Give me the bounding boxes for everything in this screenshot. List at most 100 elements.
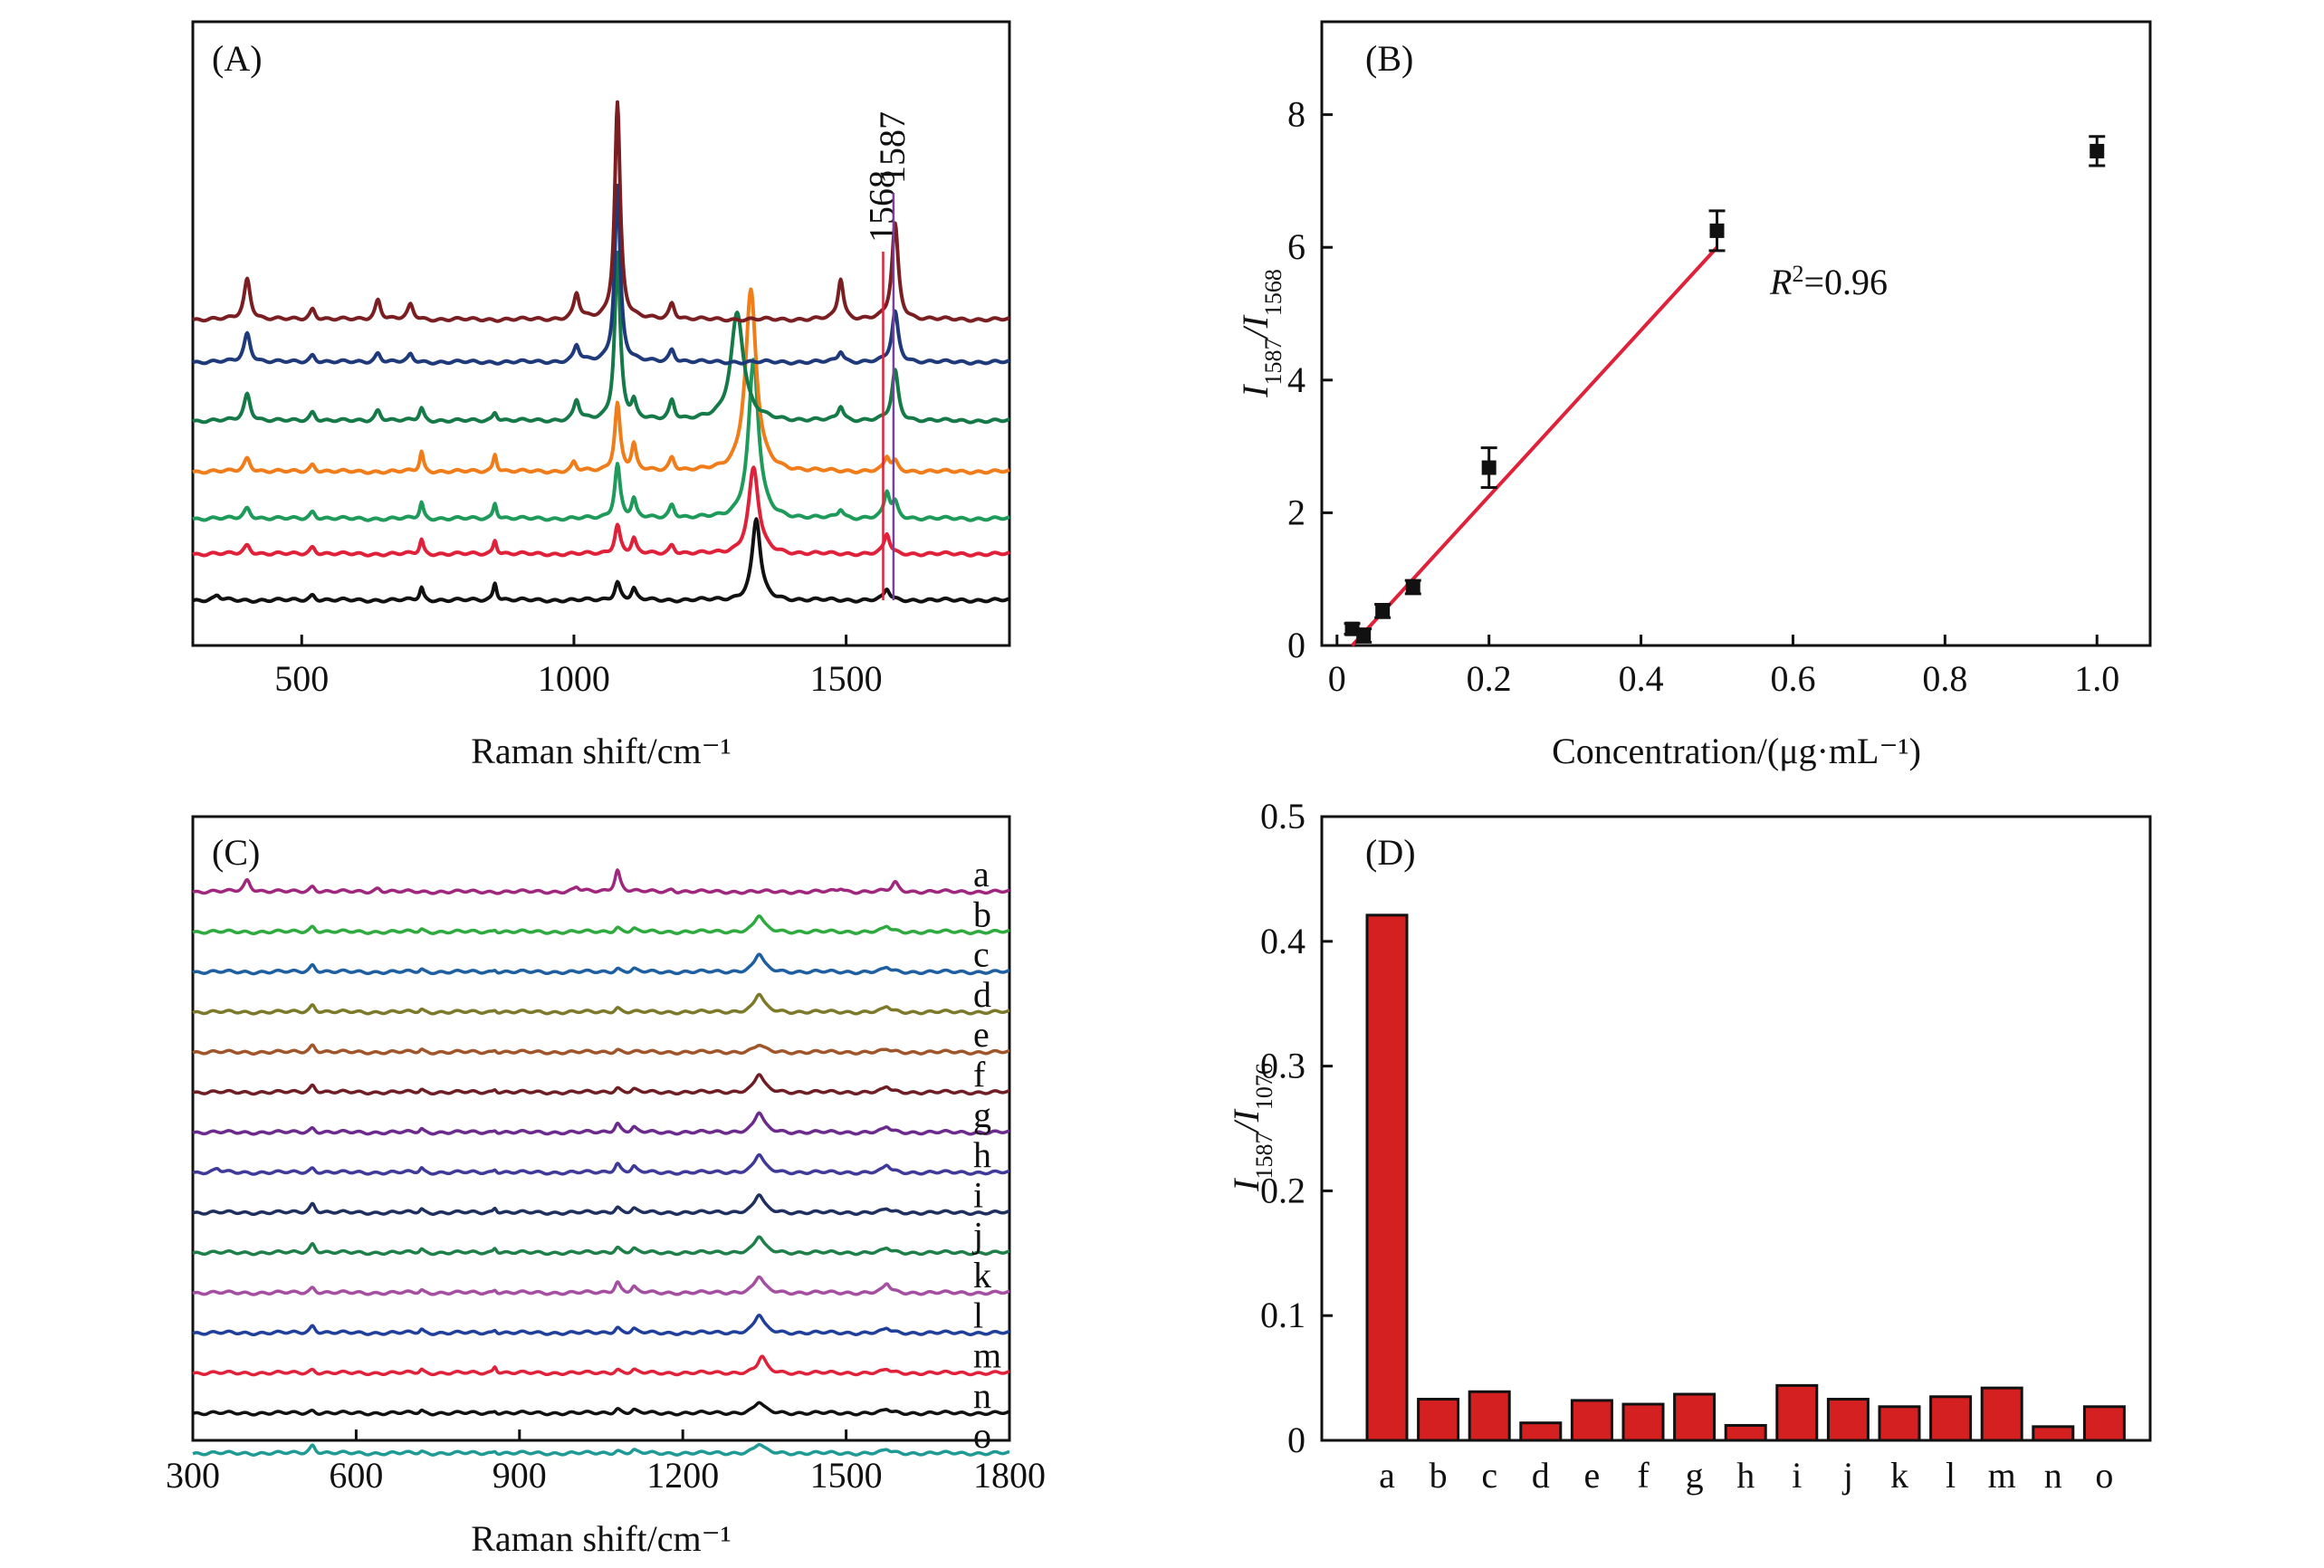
trace-label-n: n	[973, 1375, 991, 1416]
spectrum-f	[192, 1073, 1010, 1096]
b-ylabel-sub2: 1568	[1260, 269, 1286, 316]
x-tick-label-1500: 1500	[810, 1455, 883, 1496]
x-tick-label-0: 0	[1328, 658, 1346, 699]
x-tick-label-500: 500	[274, 658, 329, 699]
data-point-5	[1709, 223, 1725, 238]
x-tick-label-4: 0.8	[1922, 658, 1967, 699]
bar-a	[1365, 913, 1409, 1442]
category-label-i: i	[1792, 1455, 1802, 1496]
x-tick-label-300: 300	[166, 1455, 220, 1496]
d-ylabel-sub1: 1587	[1251, 1133, 1277, 1180]
r2-value: =0.96	[1803, 262, 1888, 302]
x-tick-label-5: 1.0	[2074, 658, 2119, 699]
trace-label-h: h	[973, 1134, 991, 1175]
panel-a-frame	[191, 20, 1011, 647]
category-label-f: f	[1637, 1455, 1650, 1496]
d-ylabel-i1: I	[1226, 1178, 1267, 1192]
y-tick-label-1: 0.1	[1260, 1295, 1305, 1335]
y-tick-label-0: 0	[1287, 625, 1305, 665]
panel-c-label: (C)	[212, 832, 260, 873]
trace-label-m: m	[973, 1335, 1001, 1376]
b-ylabel-i1: I	[1235, 384, 1276, 398]
trace-label-k: k	[973, 1255, 991, 1296]
spectrum-m	[192, 1354, 1010, 1377]
x-tick-label-600: 600	[329, 1455, 383, 1496]
bar-o	[2082, 1405, 2126, 1442]
panel-b-r2-label: R2=0.96	[1769, 261, 1888, 303]
category-label-a: a	[1379, 1455, 1395, 1496]
data-point-0	[1344, 621, 1360, 636]
panel-b-label: (B)	[1365, 38, 1413, 79]
data-point-1	[1356, 628, 1372, 644]
spectrum-d	[192, 992, 1010, 1016]
category-label-l: l	[1946, 1455, 1956, 1496]
bar-b	[1417, 1398, 1460, 1442]
category-label-c: c	[1481, 1455, 1497, 1496]
x-tick-label-2: 0.4	[1619, 658, 1664, 699]
data-point-2	[1375, 603, 1391, 618]
y-tick-label-2: 0.2	[1260, 1170, 1305, 1210]
trace-label-a: a	[973, 854, 990, 894]
spectrum-k	[192, 1275, 1010, 1296]
spectrum-trace-1	[192, 517, 1010, 604]
spectrum-e	[192, 1043, 1010, 1056]
x-tick-label-1800: 1800	[973, 1455, 1046, 1496]
bar-m	[1980, 1386, 2023, 1442]
bar-j	[1826, 1398, 1870, 1442]
spectrum-b	[192, 914, 1010, 936]
x-tick-label-900: 900	[493, 1455, 547, 1496]
category-label-n: n	[2044, 1455, 2062, 1496]
bar-g	[1673, 1392, 1717, 1442]
bar-h	[1724, 1423, 1767, 1442]
category-label-g: g	[1686, 1455, 1704, 1496]
panel-c-x-ticks: 300 600 900 1200 1500 1800	[166, 1429, 1046, 1496]
bar-n	[2032, 1425, 2075, 1442]
y-tick-label-0: 0	[1287, 1420, 1305, 1460]
data-point-3	[1405, 579, 1420, 595]
panel-d-frame	[1320, 815, 2152, 1442]
panel-b-points	[1344, 135, 2106, 644]
y-tick-label-8: 8	[1287, 94, 1305, 135]
panel-b-y-axis-label: I1587/I1568	[1235, 269, 1286, 398]
trace-label-i: i	[973, 1174, 983, 1215]
panel-a-x-ticks: 500 1000 1500	[274, 635, 883, 699]
spectrum-trace-7	[192, 100, 1010, 323]
spectrum-trace-5	[192, 250, 1010, 425]
panel-d-y-axis-label: I1587/I1076	[1226, 1063, 1277, 1192]
spectrum-l	[192, 1314, 1010, 1337]
x-tick-label-1500: 1500	[810, 658, 883, 699]
bar-k	[1878, 1405, 1921, 1442]
panel-d-ticks: 0 0.1 0.2 0.3 0.4 0.5	[1260, 796, 1333, 1460]
data-point-6	[2090, 143, 2105, 158]
bar-i	[1775, 1383, 1819, 1442]
d-ylabel-sep: /I	[1226, 1108, 1267, 1133]
panel-b-x-axis-label: Concentration/(μg·mL⁻¹)	[1552, 731, 1921, 771]
y-tick-label-5: 0.5	[1260, 796, 1305, 837]
y-tick-label-6: 6	[1287, 226, 1305, 267]
trace-label-c: c	[973, 934, 990, 975]
x-tick-label-1200: 1200	[646, 1455, 719, 1496]
panel-d-label: (D)	[1365, 832, 1416, 873]
y-tick-label-4: 4	[1287, 359, 1305, 400]
x-tick-label-1000: 1000	[538, 658, 610, 699]
panel-a-label: (A)	[212, 38, 263, 79]
spectrum-trace-3	[192, 358, 1010, 522]
spectrum-j	[192, 1235, 1010, 1257]
trace-label-e: e	[973, 1014, 990, 1055]
category-label-j: j	[1841, 1455, 1853, 1496]
spectrum-h	[192, 1152, 1010, 1176]
category-label-e: e	[1584, 1455, 1601, 1496]
spectrum-g	[192, 1111, 1010, 1136]
panel-c-traces	[192, 868, 1010, 1457]
panel-a-traces	[192, 100, 1010, 604]
y-tick-label-4: 0.4	[1260, 921, 1305, 961]
panel-c-x-axis-label: Raman shift/cm⁻¹	[471, 1518, 732, 1559]
x-tick-label-3: 0.6	[1770, 658, 1815, 699]
